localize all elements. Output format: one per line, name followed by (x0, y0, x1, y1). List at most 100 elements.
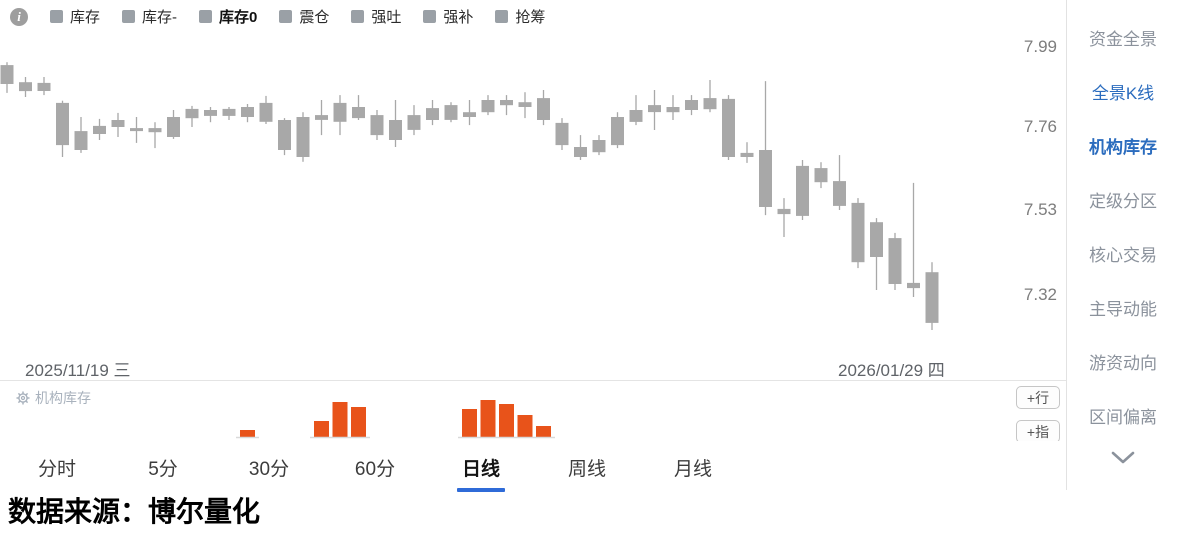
inventory-bar (240, 430, 255, 437)
add-indicator-button[interactable]: +指 (1016, 420, 1060, 441)
candle (389, 100, 402, 147)
candle (204, 107, 217, 123)
candle (592, 135, 606, 156)
tab-周线[interactable]: 周线 (567, 459, 607, 480)
candle (130, 117, 143, 143)
candle (19, 77, 32, 97)
inventory-bar (480, 400, 496, 437)
candle (703, 80, 717, 113)
candle (574, 135, 587, 160)
legend-item-2: 库存- (122, 6, 177, 27)
candle (111, 112, 125, 137)
candle (722, 95, 735, 160)
candle (185, 105, 199, 127)
x-axis-end-date: 2026/01/29 四 (838, 361, 945, 380)
candle (407, 105, 421, 136)
legend-swatch (351, 10, 365, 23)
chevron-down-icon (1111, 451, 1135, 464)
legend-label: 抢筹 (515, 9, 546, 26)
legend-item-7: 抢筹 (495, 6, 545, 27)
candle (685, 95, 698, 116)
candle (444, 102, 458, 123)
candle (888, 232, 902, 290)
tab-分时[interactable]: 分时 (37, 459, 77, 480)
candle (851, 198, 865, 269)
candle (315, 100, 328, 136)
sidebar-item-4[interactable]: 定级分区 (1089, 192, 1157, 211)
candle (241, 104, 254, 123)
legend-swatch (199, 10, 213, 23)
add-row-button[interactable]: +行 (1016, 386, 1060, 409)
candle (56, 100, 69, 157)
legend-swatch (495, 10, 509, 23)
candle (777, 198, 791, 237)
legend-item-3: 库存0 (199, 6, 257, 27)
candle (278, 118, 291, 156)
inventory-bar-chart (236, 400, 555, 439)
inventory-bar (332, 402, 348, 437)
inventory-bar (314, 421, 329, 437)
legend-label: 强吐 (371, 9, 402, 26)
sidebar-item-2[interactable]: 全景K线 (1091, 84, 1155, 103)
price-tick: 7.32 (1023, 285, 1057, 304)
price-tick: 7.99 (1023, 37, 1057, 56)
tab-60分[interactable]: 60分 (354, 459, 396, 480)
candle (370, 110, 384, 140)
timeframe-tab-bar: 分时 5分 30分 60分 日线 周线 月线 (0, 452, 1066, 498)
info-icon[interactable]: i (10, 7, 28, 26)
inventory-subpanel: 机构库存 +行 +指 (0, 381, 1066, 441)
candle (222, 107, 236, 120)
candle (463, 100, 476, 126)
candle (333, 95, 347, 136)
legend-swatch (50, 10, 63, 23)
sidebar-item-3[interactable]: 机构库存 (1089, 138, 1157, 157)
subpanel-title: 机构库存 (16, 388, 91, 408)
panel-divider (0, 380, 1066, 381)
candle (611, 112, 624, 149)
tab-月线[interactable]: 月线 (673, 459, 713, 480)
sidebar-item-5[interactable]: 核心交易 (1089, 246, 1157, 265)
candlestick-chart[interactable] (0, 0, 1066, 380)
inventory-bar (536, 426, 551, 437)
legend-item-6: 强补 (423, 6, 473, 27)
candle (555, 118, 569, 150)
sidebar-item-1[interactable]: 资金全景 (1089, 30, 1157, 49)
sidebar-item-7[interactable]: 游资动向 (1089, 354, 1157, 373)
candle (259, 95, 273, 124)
legend-item-1: 库存 (50, 6, 100, 27)
candle (925, 262, 939, 330)
sidebar-item-8[interactable]: 区间偏离 (1089, 408, 1157, 427)
candle (666, 95, 680, 120)
candle (352, 95, 365, 120)
legend-label: 库存- (142, 9, 178, 26)
tab-5分[interactable]: 5分 (148, 459, 178, 480)
candle (740, 142, 754, 163)
legend-swatch (423, 10, 437, 23)
candle (796, 160, 809, 220)
candle (426, 100, 439, 126)
price-tick: 7.76 (1023, 117, 1057, 136)
candle (814, 162, 828, 189)
legend-label: 震仓 (299, 9, 330, 26)
active-tab-underline (457, 488, 505, 492)
inventory-bar (499, 404, 514, 437)
sidebar-item-collapse[interactable] (1067, 450, 1178, 470)
function-sidebar: 资金全景全景K线机构库存定级分区核心交易主导动能游资动向区间偏离 (1066, 0, 1178, 490)
candle (296, 112, 310, 162)
candle (537, 90, 550, 126)
data-source-caption: 数据来源：博尔量化 (8, 496, 261, 527)
inventory-bar (517, 415, 533, 437)
candle (148, 122, 162, 149)
inventory-bar (462, 409, 477, 437)
candle (759, 81, 772, 216)
price-tick: 7.53 (1023, 200, 1057, 219)
candle (0, 62, 14, 93)
legend-label: 库存 (70, 9, 101, 26)
candle (518, 92, 532, 119)
candle (37, 77, 51, 96)
sidebar-item-6[interactable]: 主导动能 (1089, 300, 1157, 319)
gear-icon[interactable] (16, 391, 30, 405)
tab-30分[interactable]: 30分 (248, 459, 290, 480)
tab-日线[interactable]: 日线 (461, 459, 501, 480)
